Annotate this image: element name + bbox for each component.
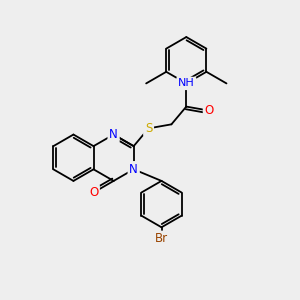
Text: N: N [129, 163, 138, 176]
Text: NH: NH [178, 78, 195, 88]
Text: O: O [205, 104, 214, 117]
Text: O: O [89, 186, 98, 199]
Text: N: N [109, 128, 118, 141]
Text: S: S [145, 122, 152, 135]
Text: Br: Br [155, 232, 168, 245]
